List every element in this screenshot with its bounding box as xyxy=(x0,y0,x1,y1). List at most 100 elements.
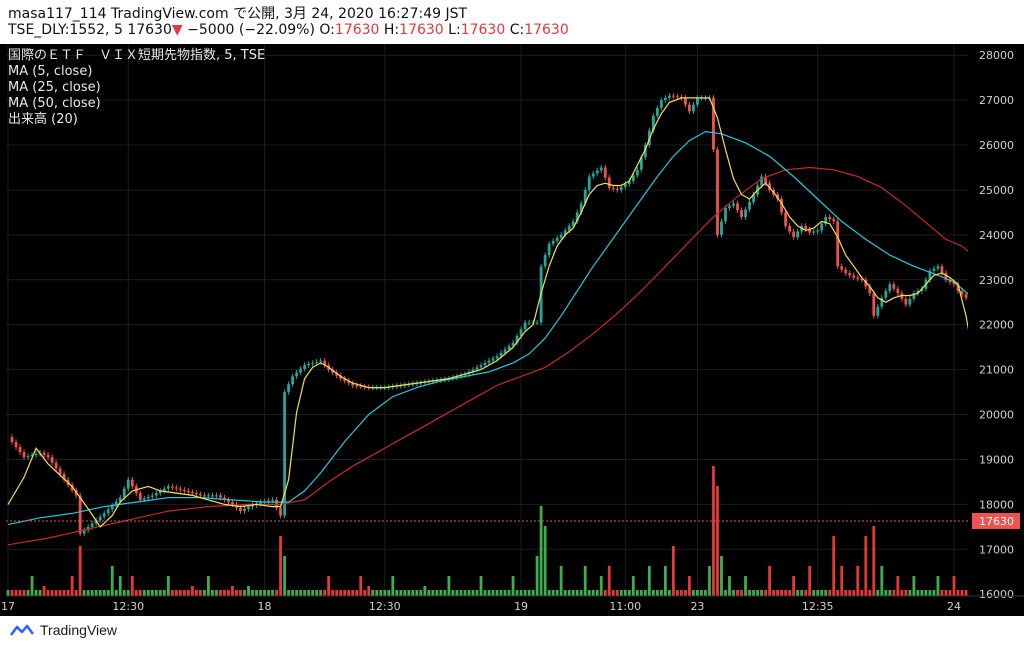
candle-body xyxy=(307,364,311,366)
candle-body xyxy=(146,496,150,499)
candle-body xyxy=(623,183,627,187)
x-tick-label: 11:00 xyxy=(609,600,641,613)
candle-body xyxy=(551,240,555,244)
volume-bar xyxy=(379,590,383,596)
volume-bar xyxy=(275,590,278,596)
volume-bar xyxy=(479,576,483,596)
candle-body xyxy=(571,221,575,226)
candle-body xyxy=(227,499,230,503)
tradingview-logo[interactable]: TradingView xyxy=(10,622,117,638)
volume-bar xyxy=(936,576,940,596)
candle-body xyxy=(343,378,347,381)
last-price-badge xyxy=(972,512,1020,529)
volume-bar xyxy=(535,556,539,596)
volume-bar xyxy=(231,586,234,596)
candle-body xyxy=(936,266,940,269)
publish-info: masa117_114 TradingView.com で公開, 3月 24, … xyxy=(8,6,468,22)
volume-bar xyxy=(50,590,54,596)
volume-bar xyxy=(347,590,351,596)
candle-body xyxy=(118,497,122,502)
candle-body xyxy=(42,452,46,455)
volume-bar xyxy=(956,590,960,596)
volume-bar xyxy=(199,590,202,596)
candle-body xyxy=(126,479,130,489)
candle-body xyxy=(768,183,771,190)
candle-body xyxy=(503,349,507,353)
candle-body xyxy=(267,500,270,502)
candle-body xyxy=(495,356,499,359)
volume-bar xyxy=(944,590,948,596)
candle-body xyxy=(832,219,836,222)
volume-bar xyxy=(884,590,888,596)
volume-bar xyxy=(251,590,254,596)
low-value: 17630 xyxy=(460,22,506,38)
volume-bar xyxy=(840,566,844,596)
price-chart[interactable]: 16000 17000 18000 19000 20000 21000 22000 23000… xyxy=(0,44,1024,616)
volume-bar xyxy=(896,576,900,596)
volume-bar xyxy=(920,590,924,596)
x-tick-label: 24 xyxy=(947,600,961,613)
volume-bar xyxy=(663,566,667,596)
candle-body xyxy=(752,194,755,202)
candle-body xyxy=(499,352,503,357)
candle-body xyxy=(667,95,671,98)
volume-bar xyxy=(768,566,771,596)
volume-bar xyxy=(335,590,339,596)
candle-body xyxy=(166,486,170,489)
candle-body xyxy=(635,169,639,176)
volume-bar xyxy=(639,590,643,596)
volume-bar xyxy=(467,590,471,596)
candle-body xyxy=(872,293,876,316)
volume-bar xyxy=(824,590,828,596)
candle-body xyxy=(98,516,102,521)
candle-body xyxy=(888,284,892,292)
candle-body xyxy=(207,495,210,497)
candle-body xyxy=(50,457,54,463)
candle-body xyxy=(339,375,343,379)
candle-body xyxy=(186,490,190,493)
candle-body xyxy=(158,490,162,494)
candle-body xyxy=(106,509,110,514)
volume-bar xyxy=(904,590,908,596)
candle-body xyxy=(475,367,479,370)
candle-body xyxy=(856,277,860,279)
candle-body xyxy=(684,97,687,105)
volume-bar xyxy=(760,590,763,596)
volume-bar xyxy=(14,590,18,596)
candle-body xyxy=(611,187,615,189)
volume-bar xyxy=(375,590,379,596)
x-tick-label: 12:30 xyxy=(369,600,401,613)
candle-body xyxy=(587,176,591,190)
volume-bar xyxy=(631,576,635,596)
candle-body xyxy=(251,505,254,507)
x-tick-label: 12:35 xyxy=(802,600,834,613)
volume-bar xyxy=(239,590,242,596)
volume-bar xyxy=(243,590,246,596)
footer: TradingView xyxy=(0,616,1024,647)
volume-bar xyxy=(627,590,631,596)
volume-bar xyxy=(800,590,804,596)
candle-body xyxy=(174,487,178,489)
volume-bar xyxy=(712,466,715,596)
volume-bar xyxy=(339,590,343,596)
volume-bar xyxy=(170,590,174,596)
volume-bar xyxy=(263,590,266,596)
volume-bar xyxy=(583,566,587,596)
volume-bar xyxy=(106,590,110,596)
candle-body xyxy=(812,231,816,233)
legend-ma5: MA (5, close) xyxy=(8,64,93,79)
candle-body xyxy=(836,221,840,267)
volume-bar xyxy=(784,590,788,596)
volume-bar xyxy=(539,506,543,596)
candle-body xyxy=(122,488,126,498)
volume-bar xyxy=(138,590,142,596)
volume-bar xyxy=(932,590,936,596)
ma5-line xyxy=(7,97,971,528)
volume-bar xyxy=(872,526,876,596)
volume-bar xyxy=(671,546,675,596)
chart-panel[interactable]: 16000 17000 18000 19000 20000 21000 22000 23000… xyxy=(0,44,1024,616)
volume-bar xyxy=(828,590,832,596)
volume-bar xyxy=(267,590,270,596)
y-tick-label: 24000 xyxy=(979,229,1014,242)
volume-bar xyxy=(235,590,238,596)
